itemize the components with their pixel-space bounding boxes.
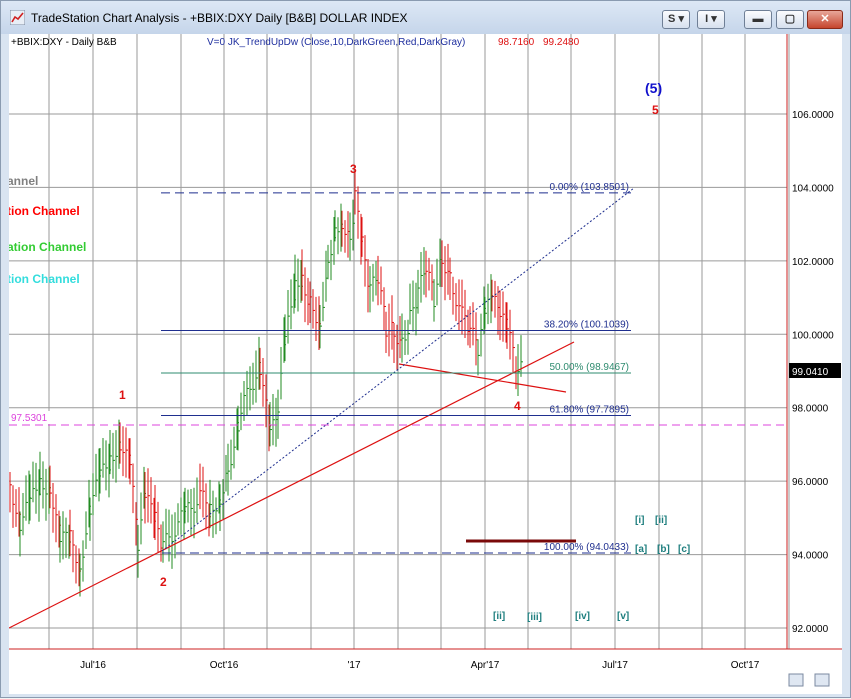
price-tick-label: 98.0000 [792, 404, 829, 415]
window-title: TradeStation Chart Analysis - +BBIX:DXY … [31, 11, 408, 25]
price-tick-label: 92.0000 [792, 624, 829, 635]
time-tick-label: '17 [347, 660, 360, 671]
price-tick-label: 100.0000 [792, 330, 834, 341]
time-tick-label: Oct'16 [210, 660, 239, 671]
minor-wave-v-label: [v] [617, 611, 629, 622]
minor-wave-iv-label: [iv] [575, 611, 590, 622]
magenta-price-label-bg [9, 411, 51, 424]
chart-canvas[interactable]: 106.0000 104.0000 102.0000 100.0000 98.0000 9… [7, 34, 842, 694]
fibonacci-retracement[interactable]: 0.00% (103.8501) 38.20% (100.1039) 50.00% … [161, 182, 631, 554]
sub-wave-i-label: [i] [635, 515, 644, 526]
symbol-header: +BBIX:DXY - Daily B&B [11, 37, 117, 48]
symbol-link-button[interactable]: S ▾ [662, 10, 690, 29]
blue-dotted-trendline[interactable] [161, 187, 635, 552]
price-chart[interactable]: 106.0000 104.0000 102.0000 100.0000 98.0000 9… [7, 34, 842, 694]
legend-cyan-channel: tion Channel [9, 272, 80, 286]
status-bar-icons [788, 673, 830, 687]
time-tick-label: Oct'17 [731, 660, 760, 671]
vertical-grid [48, 34, 790, 649]
minor-wave-iii-label: [iii] [527, 612, 542, 623]
current-price-value: 99.0410 [792, 367, 829, 378]
minimize-button[interactable]: ▬ [744, 10, 772, 29]
legend-green-channel: ation Channel [9, 240, 86, 254]
horizontal-grid [9, 113, 787, 629]
indicator-value-2: 99.2480 [543, 37, 580, 48]
title-bar[interactable]: TradeStation Chart Analysis - +BBIX:DXY … [1, 1, 850, 34]
maximize-icon: ▢ [784, 13, 796, 25]
sub-wave-ii-label: [ii] [655, 515, 667, 526]
magenta-price-label: 97.5301 [11, 413, 48, 424]
fib-level-label: 100.00% (94.0433) [544, 542, 629, 553]
wave-2-label: 2 [160, 575, 167, 589]
status-link-icon [814, 673, 830, 687]
price-tick-label: 104.0000 [792, 183, 834, 194]
dropdown-arrow-icon: ▾ [678, 13, 684, 25]
wave-1-label: 1 [119, 388, 126, 402]
price-tick-label: 96.0000 [792, 477, 829, 488]
indicator-header: V=0 JK_TrendUpDw (Close,10,DarkGreen,Red… [207, 37, 465, 48]
symbol-link-label: S [668, 13, 676, 25]
time-tick-label: Apr'17 [471, 660, 500, 671]
tradestation-app-icon [10, 10, 25, 25]
current-price-marker [789, 363, 841, 378]
close-button[interactable]: ✕ [807, 10, 843, 29]
wave-5-major-label: (5) [645, 80, 662, 96]
fib-level-label: 0.00% (103.8501) [549, 182, 629, 193]
price-bars [9, 170, 523, 597]
indicator-value-1: 98.7160 [498, 37, 535, 48]
price-tick-label: 106.0000 [792, 110, 834, 121]
dropdown-arrow-icon: ▾ [711, 13, 717, 25]
wave-3-label: 3 [350, 162, 357, 176]
price-axis[interactable]: 106.0000 104.0000 102.0000 100.0000 98.0000 9… [792, 110, 834, 635]
time-tick-label: Jul'17 [602, 660, 628, 671]
interval-link-label: I [705, 13, 709, 25]
status-window-icon [788, 673, 804, 687]
sub-wave-a-label: [a] [635, 544, 647, 555]
sub-wave-b-label: [b] [657, 544, 670, 555]
maximize-button[interactable]: ▢ [776, 10, 804, 29]
sub-wave-c-label: [c] [678, 544, 690, 555]
minimize-icon: ▬ [752, 13, 764, 25]
close-icon: ✕ [820, 13, 830, 25]
time-axis[interactable]: Jul'16 Oct'16 '17 Apr'17 Jul'17 Oct'17 [80, 660, 760, 671]
interval-link-button[interactable]: I ▾ [697, 10, 725, 29]
price-tick-label: 102.0000 [792, 257, 834, 268]
red-channel-line[interactable] [398, 363, 567, 393]
fib-level-label: 50.00% (98.9467) [549, 362, 629, 373]
wave-5-label: 5 [652, 103, 659, 117]
wave-4-label: 4 [514, 399, 521, 413]
time-tick-label: Jul'16 [80, 660, 106, 671]
legend-red-channel: tion Channel [9, 204, 80, 218]
price-tick-label: 94.0000 [792, 551, 829, 562]
fib-level-label: 38.20% (100.1039) [544, 319, 629, 330]
legend-gray-channel: annel [9, 174, 38, 188]
minor-wave-ii-label: [ii] [493, 611, 505, 622]
red-trendline[interactable] [8, 341, 575, 629]
fib-level-label: 61.80% (97.7895) [549, 404, 629, 415]
